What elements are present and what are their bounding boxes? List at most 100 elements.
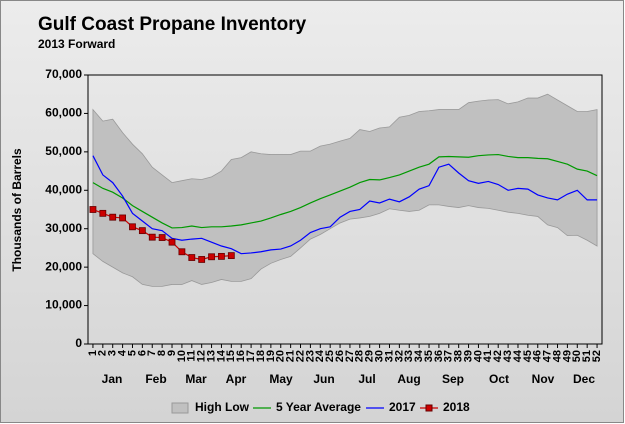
month-label: Feb xyxy=(145,372,166,386)
x-tick-label: 14 xyxy=(215,349,227,362)
marker xyxy=(99,209,107,217)
marker xyxy=(218,252,225,260)
marker xyxy=(89,206,97,213)
x-tick-label: 13 xyxy=(205,350,217,362)
y-tick-label: 30,000 xyxy=(45,221,82,235)
x-tick-label: 2 xyxy=(97,350,109,356)
marker xyxy=(129,223,136,231)
marker xyxy=(138,227,146,235)
x-tick-label: 37 xyxy=(443,350,455,362)
x-tick-label: 5 xyxy=(126,350,138,356)
marker xyxy=(158,234,166,241)
month-label: Dec xyxy=(573,372,595,386)
high-low-band xyxy=(92,93,598,287)
y-tick-label: 20,000 xyxy=(45,259,82,273)
y-axis-label: Thousands of Barrels xyxy=(10,148,24,272)
x-tick-label: 39 xyxy=(462,350,474,362)
month-label: Jul xyxy=(358,372,375,386)
x-tick-label: 12 xyxy=(196,350,208,362)
x-tick-label: 23 xyxy=(304,350,316,362)
y-tick-label: 70,000 xyxy=(45,67,82,81)
month-label: Aug xyxy=(397,372,420,386)
x-tick-label: 4 xyxy=(117,349,129,356)
x-tick-label: 48 xyxy=(551,350,563,362)
month-label: Oct xyxy=(489,372,509,386)
x-tick-label: 33 xyxy=(403,350,415,362)
marker xyxy=(148,233,156,241)
x-tick-label: 15 xyxy=(225,350,237,362)
month-label: Nov xyxy=(532,372,555,386)
x-tick-label: 45 xyxy=(522,350,534,362)
marker xyxy=(168,238,176,246)
x-tick-label: 49 xyxy=(561,350,573,362)
x-tick-label: 41 xyxy=(482,350,494,362)
x-tick-label: 18 xyxy=(255,350,267,362)
x-tick-label: 43 xyxy=(502,350,514,362)
x-tick-label: 51 xyxy=(581,350,593,362)
month-label: Jun xyxy=(313,372,334,386)
marker xyxy=(178,248,186,256)
x-tick-label: 34 xyxy=(413,349,425,362)
x-tick-label: 9 xyxy=(166,350,178,356)
legend-label: High Low xyxy=(195,400,250,414)
x-tick-label: 19 xyxy=(265,350,277,362)
x-tick-label: 28 xyxy=(354,350,366,362)
legend-label: 2017 xyxy=(389,400,416,414)
x-tick-label: 52 xyxy=(591,350,603,362)
legend-swatch xyxy=(171,402,189,414)
x-tick-label: 27 xyxy=(344,350,356,362)
marker xyxy=(119,214,126,222)
x-tick-label: 21 xyxy=(285,350,297,362)
chart-title: Gulf Coast Propane Inventory xyxy=(38,14,307,35)
x-tick-label: 50 xyxy=(571,350,583,362)
series-line xyxy=(92,155,598,255)
x-tick-label: 20 xyxy=(275,350,287,362)
x-tick-label: 17 xyxy=(245,350,257,362)
legend-marker xyxy=(425,404,433,412)
x-tick-label: 40 xyxy=(472,350,484,362)
month-label: Sep xyxy=(442,372,464,386)
month-label: May xyxy=(269,372,293,386)
x-tick-label: 7 xyxy=(146,350,158,356)
x-tick-label: 42 xyxy=(492,350,504,362)
legend-label: 5 Year Average xyxy=(276,400,361,414)
x-tick-label: 16 xyxy=(235,350,247,362)
chart-subtitle: 2013 Forward xyxy=(38,37,115,51)
y-tick-label: 40,000 xyxy=(45,182,82,196)
x-tick-label: 1 xyxy=(87,350,99,356)
x-tick-label: 6 xyxy=(136,350,148,356)
month-label: Apr xyxy=(226,372,247,386)
x-tick-label: 25 xyxy=(324,350,336,362)
legend-label: 2018 xyxy=(443,400,470,414)
x-tick-label: 29 xyxy=(364,350,376,362)
x-tick-label: 35 xyxy=(423,350,435,362)
x-tick-label: 32 xyxy=(393,350,405,362)
marker xyxy=(188,254,196,261)
y-tick-label: 10,000 xyxy=(45,298,82,312)
marker xyxy=(227,252,235,260)
x-tick-label: 36 xyxy=(433,350,445,362)
y-tick-label: 0 xyxy=(75,336,82,350)
y-tick-label: 60,000 xyxy=(45,106,82,120)
marker xyxy=(208,253,215,261)
x-tick-label: 31 xyxy=(383,350,395,362)
x-tick-label: 26 xyxy=(334,350,346,362)
x-tick-label: 8 xyxy=(156,350,168,356)
y-tick-label: 50,000 xyxy=(45,144,82,158)
x-tick-label: 30 xyxy=(374,350,386,362)
x-tick-label: 47 xyxy=(542,350,554,362)
x-tick-label: 44 xyxy=(512,349,524,362)
x-tick-label: 3 xyxy=(107,350,119,356)
x-tick-label: 10 xyxy=(176,350,188,362)
marker xyxy=(109,213,117,221)
x-tick-label: 46 xyxy=(532,350,544,362)
month-label: Jan xyxy=(102,372,123,386)
x-tick-label: 11 xyxy=(186,350,198,362)
x-tick-label: 22 xyxy=(294,350,306,362)
marker xyxy=(198,256,206,263)
plot-area xyxy=(87,74,603,345)
series-line xyxy=(92,153,598,229)
x-tick-label: 38 xyxy=(453,350,465,362)
x-tick-label: 24 xyxy=(314,349,326,362)
